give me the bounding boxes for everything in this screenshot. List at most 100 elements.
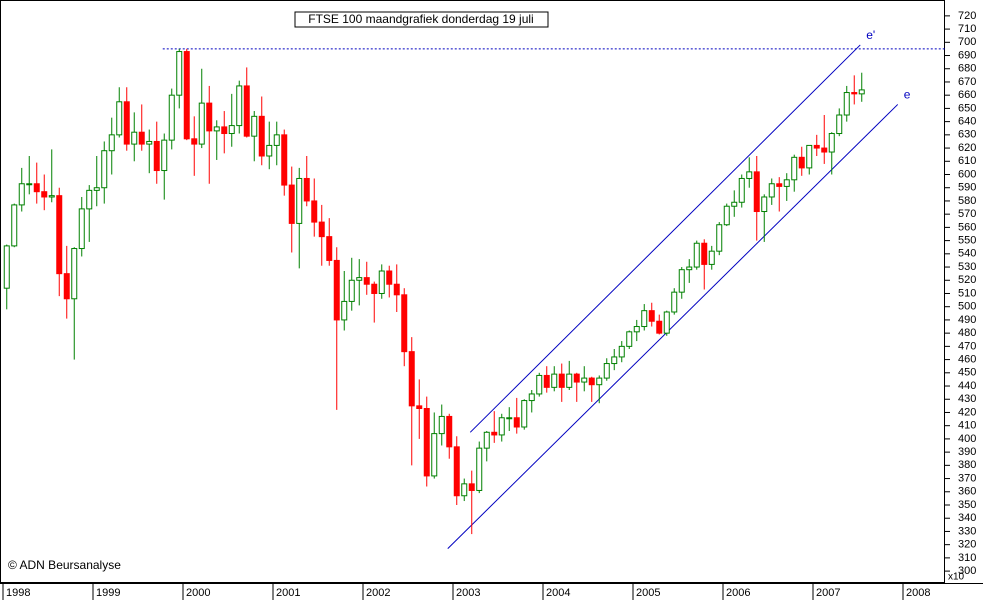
trend-label: e xyxy=(904,88,911,102)
y-tick-label: 460 xyxy=(958,353,976,365)
candle-body xyxy=(243,85,250,137)
x-tick-label: 1999 xyxy=(96,587,120,599)
candle-body xyxy=(618,345,625,358)
candle-body xyxy=(581,377,588,383)
candle-body xyxy=(116,101,123,136)
candle-body xyxy=(63,273,70,300)
candle-body xyxy=(468,483,475,491)
candle-body xyxy=(641,310,648,328)
candle-body xyxy=(408,351,415,407)
x-tick-label: 2008 xyxy=(906,587,930,599)
candle-body xyxy=(161,139,168,172)
candle-body xyxy=(303,177,310,202)
candle-body xyxy=(806,144,813,169)
candle-body xyxy=(26,183,33,186)
candle-body xyxy=(378,270,385,294)
y-tick-label: 630 xyxy=(958,129,976,141)
candle-body xyxy=(326,236,333,261)
candle-body xyxy=(536,374,543,395)
y-tick-label: 450 xyxy=(958,367,976,379)
y-tick-label: 380 xyxy=(958,459,976,471)
trend-line xyxy=(447,104,899,549)
candle-body xyxy=(401,294,408,353)
candle-body xyxy=(78,208,85,250)
x-tick-label: 2004 xyxy=(546,587,570,599)
candle-body xyxy=(476,447,483,491)
candle-body xyxy=(251,115,258,137)
y-tick-label: 590 xyxy=(958,182,976,194)
candle-body xyxy=(678,269,685,293)
y-tick-label: 340 xyxy=(958,512,976,524)
y-tick-label: 330 xyxy=(958,525,976,537)
candle-body xyxy=(813,144,820,149)
y-tick-label: 410 xyxy=(958,420,976,432)
candle-body xyxy=(146,140,153,145)
y-tick-label: 300 xyxy=(958,565,976,577)
x-tick-label: 2001 xyxy=(276,587,300,599)
candle-body xyxy=(491,431,498,436)
y-tick-label: 350 xyxy=(958,499,976,511)
candle-body xyxy=(438,415,445,435)
candle-body xyxy=(828,133,835,153)
candle-body xyxy=(506,417,513,420)
candle-body xyxy=(176,51,183,96)
candle-body xyxy=(851,92,858,95)
candle-body xyxy=(183,51,190,140)
candle-body xyxy=(131,131,138,145)
candle-body xyxy=(386,270,393,285)
y-tick-label: 610 xyxy=(958,155,976,167)
candle-body xyxy=(18,183,25,206)
y-tick-label: 550 xyxy=(958,235,976,247)
candle-body xyxy=(266,144,273,157)
x-tick-label: 2000 xyxy=(186,587,210,599)
y-tick-label: 650 xyxy=(958,102,976,114)
candle-body xyxy=(738,177,745,203)
candle-body xyxy=(723,205,730,226)
y-tick-label: 390 xyxy=(958,446,976,458)
candle-body xyxy=(41,191,48,198)
y-tick-label: 480 xyxy=(958,327,976,339)
candle-body xyxy=(296,177,303,224)
candle-body xyxy=(168,94,175,141)
candle-body xyxy=(416,405,423,409)
candle-body xyxy=(798,156,805,169)
x-tick-label: 2006 xyxy=(726,587,750,599)
candle-body xyxy=(333,259,340,321)
candle-body xyxy=(783,179,790,187)
candle-body xyxy=(123,101,130,145)
y-axis-label: x10 xyxy=(948,572,965,583)
y-tick-label: 500 xyxy=(958,301,976,313)
candle-body xyxy=(753,171,760,213)
candle-body xyxy=(551,373,558,388)
trend-label: e' xyxy=(866,28,875,42)
candle-body xyxy=(708,250,715,265)
candle-body xyxy=(648,310,655,322)
candle-body xyxy=(498,417,505,436)
candle-body xyxy=(258,115,265,157)
candle-body xyxy=(513,417,520,428)
title-box xyxy=(294,11,549,28)
candle-body xyxy=(311,200,318,223)
candle-body xyxy=(198,102,205,145)
candle-body xyxy=(86,189,93,210)
y-tick-label: 680 xyxy=(958,63,976,75)
candle-body xyxy=(858,89,865,95)
candle-body xyxy=(843,92,850,116)
candle-body xyxy=(558,373,565,388)
y-tick-label: 360 xyxy=(958,486,976,498)
y-tick-label: 520 xyxy=(958,274,976,286)
x-tick-label: 1998 xyxy=(6,587,30,599)
candle-body xyxy=(318,221,325,238)
candle-body xyxy=(461,483,468,497)
candle-body xyxy=(281,134,288,186)
candle-body xyxy=(228,125,235,135)
candle-body xyxy=(213,126,220,132)
x-tick-label: 2005 xyxy=(636,587,660,599)
y-tick-label: 670 xyxy=(958,76,976,88)
candle-body xyxy=(543,374,550,388)
candle-body xyxy=(521,400,528,428)
y-tick-label: 510 xyxy=(958,287,976,299)
y-tick-label: 700 xyxy=(958,36,976,48)
candle-body xyxy=(138,131,145,145)
candle-body xyxy=(836,114,843,135)
